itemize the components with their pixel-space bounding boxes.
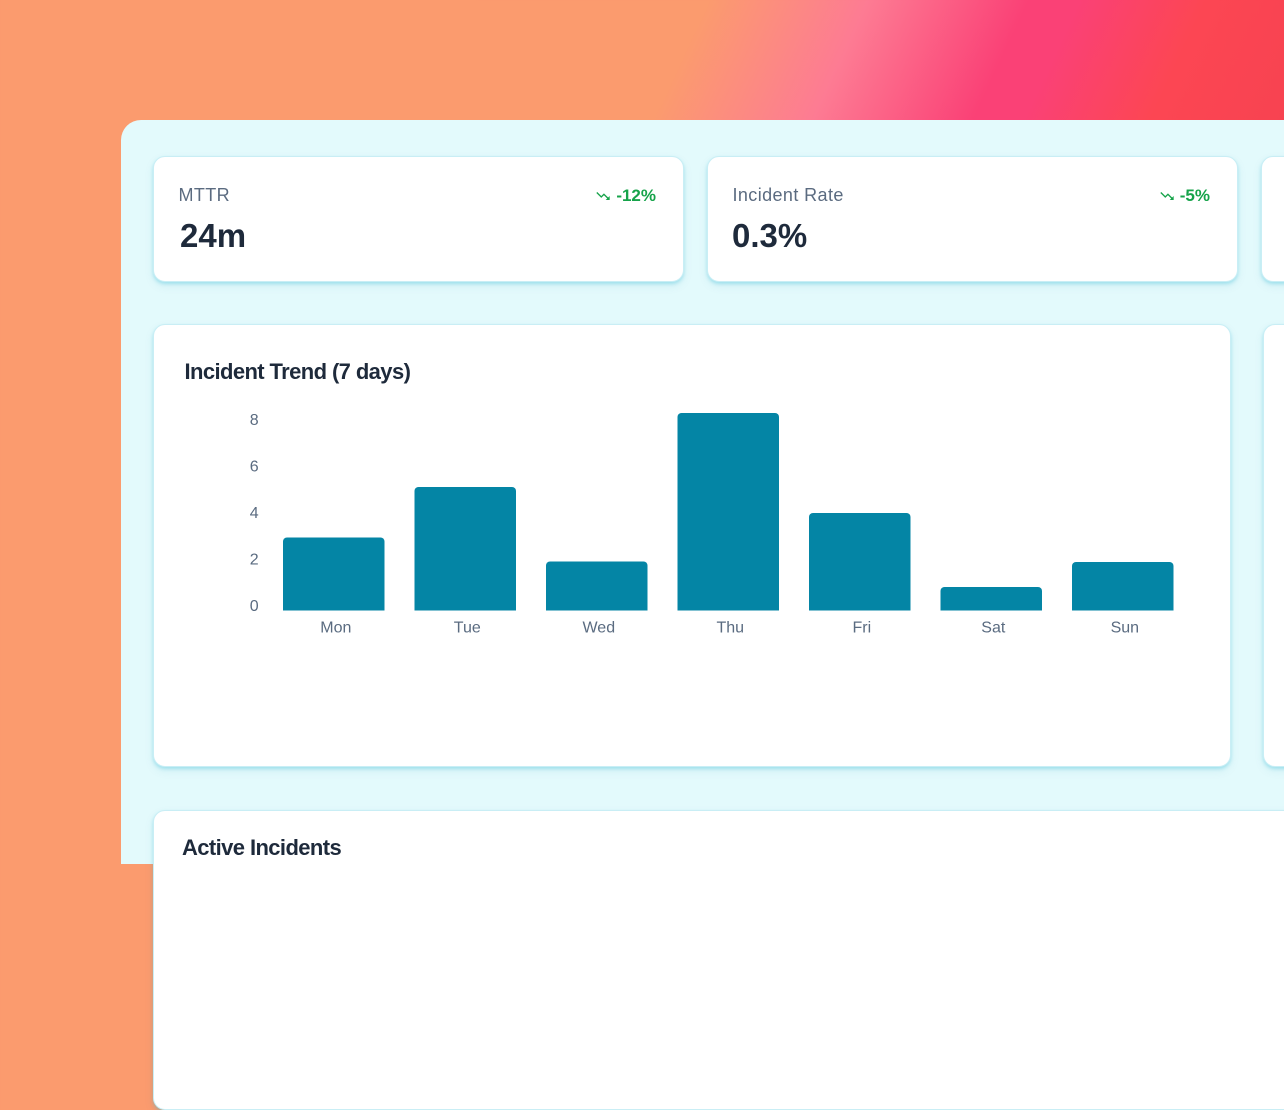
svg-text:8: 8 [250,412,259,429]
svg-text:Wed: Wed [582,619,615,636]
svg-text:0: 0 [250,598,259,615]
svg-text:2: 2 [250,551,259,568]
svg-text:Fri: Fri [852,619,871,636]
svg-text:Sun: Sun [1111,619,1139,636]
svg-text:Mon: Mon [320,619,351,636]
svg-text:Thu: Thu [717,619,745,636]
svg-text:4: 4 [250,505,259,522]
svg-text:Tue: Tue [454,619,481,636]
svg-text:6: 6 [250,458,259,475]
svg-text:Sat: Sat [981,619,1006,636]
